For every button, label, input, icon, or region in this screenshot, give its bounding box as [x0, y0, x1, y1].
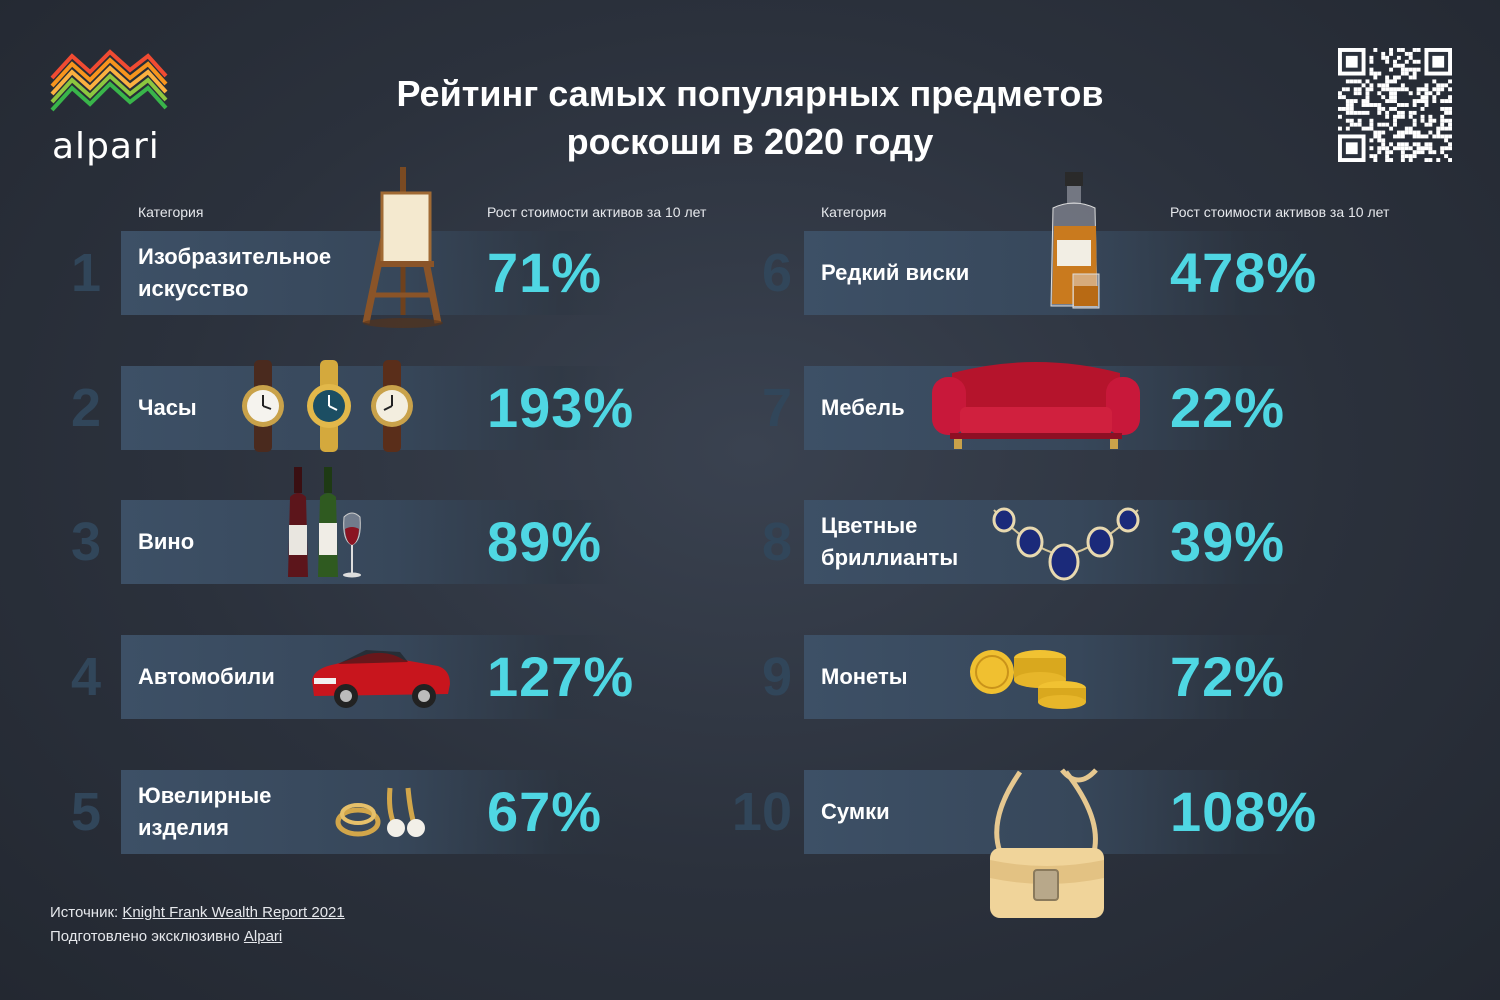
rank-number: 1 [70, 243, 101, 303]
left-category-header: Категория [138, 204, 204, 220]
rings-icon [335, 787, 425, 837]
growth-value: 193% [487, 376, 635, 439]
wine-icon [288, 467, 361, 578]
alpari-logo: alpari [50, 48, 170, 168]
category-name: Цветные бриллианты [821, 513, 959, 570]
title-line-1: Рейтинг самых популярных предметов [396, 73, 1104, 114]
ranking-row: Часы 193% [121, 366, 633, 450]
rank-number: 3 [70, 512, 101, 572]
page-title: Рейтинг самых популярных предметов роско… [300, 70, 1200, 166]
ranking-row: Сумки 108% [804, 770, 1316, 854]
ranking-row: Изобразительное искусство 71% [121, 231, 621, 315]
category-name: Ювелирные изделия [138, 783, 272, 840]
easel-icon [362, 167, 443, 328]
source-link[interactable]: Knight Frank Wealth Report 2021 [122, 904, 345, 921]
category-name: Редкий виски [821, 260, 970, 285]
ranking-row: Вино 89% [121, 500, 621, 584]
necklace-icon [992, 507, 1140, 581]
whisky-icon [1050, 172, 1100, 309]
rank-number: 2 [70, 378, 101, 438]
prepared-line: Подготовлено эксклюзивно Alpari [50, 928, 282, 945]
growth-value: 39% [1170, 510, 1286, 573]
sofa-icon [932, 362, 1140, 449]
rank-number: 6 [761, 243, 792, 303]
qr-code-icon [1338, 48, 1452, 162]
handbag-icon [990, 768, 1104, 918]
right-category-header: Категория [821, 204, 887, 220]
category-name: Часы [138, 395, 197, 420]
category-name: Автомобили [138, 664, 275, 689]
title-line-2: роскоши в 2020 году [566, 121, 934, 162]
growth-value: 22% [1170, 376, 1286, 439]
mountains-logo-icon [50, 49, 168, 112]
rank-number: 5 [70, 782, 101, 842]
growth-value: 89% [487, 510, 603, 573]
category-name: Вино [138, 529, 195, 554]
source-line: Источник: Knight Frank Wealth Report 202… [50, 904, 345, 921]
category-name: Изобразительное искусство [138, 244, 332, 301]
rank-number: 9 [761, 647, 792, 707]
growth-value: 127% [487, 645, 635, 708]
rank-number: 10 [731, 782, 792, 842]
left-growth-header: Рост стоимости активов за 10 лет [487, 204, 707, 220]
growth-value: 72% [1170, 645, 1286, 708]
growth-value: 71% [487, 241, 603, 304]
watches-icon [242, 360, 413, 452]
rank-number: 8 [761, 512, 792, 572]
category-name: Мебель [821, 395, 905, 420]
right-growth-header: Рост стоимости активов за 10 лет [1170, 204, 1390, 220]
brand-name: alpari [52, 126, 160, 167]
rank-number: 4 [70, 647, 101, 707]
prepared-label: Подготовлено эксклюзивно [50, 928, 244, 945]
growth-value: 108% [1170, 780, 1318, 843]
rank-number: 7 [761, 378, 792, 438]
category-name: Сумки [821, 799, 890, 824]
source-label: Источник: [50, 904, 123, 921]
category-name: Монеты [821, 664, 908, 689]
coins-icon [970, 650, 1086, 709]
growth-value: 67% [487, 780, 603, 843]
car-icon [312, 650, 450, 708]
alpari-link[interactable]: Alpari [243, 928, 283, 945]
growth-value: 478% [1170, 241, 1318, 304]
